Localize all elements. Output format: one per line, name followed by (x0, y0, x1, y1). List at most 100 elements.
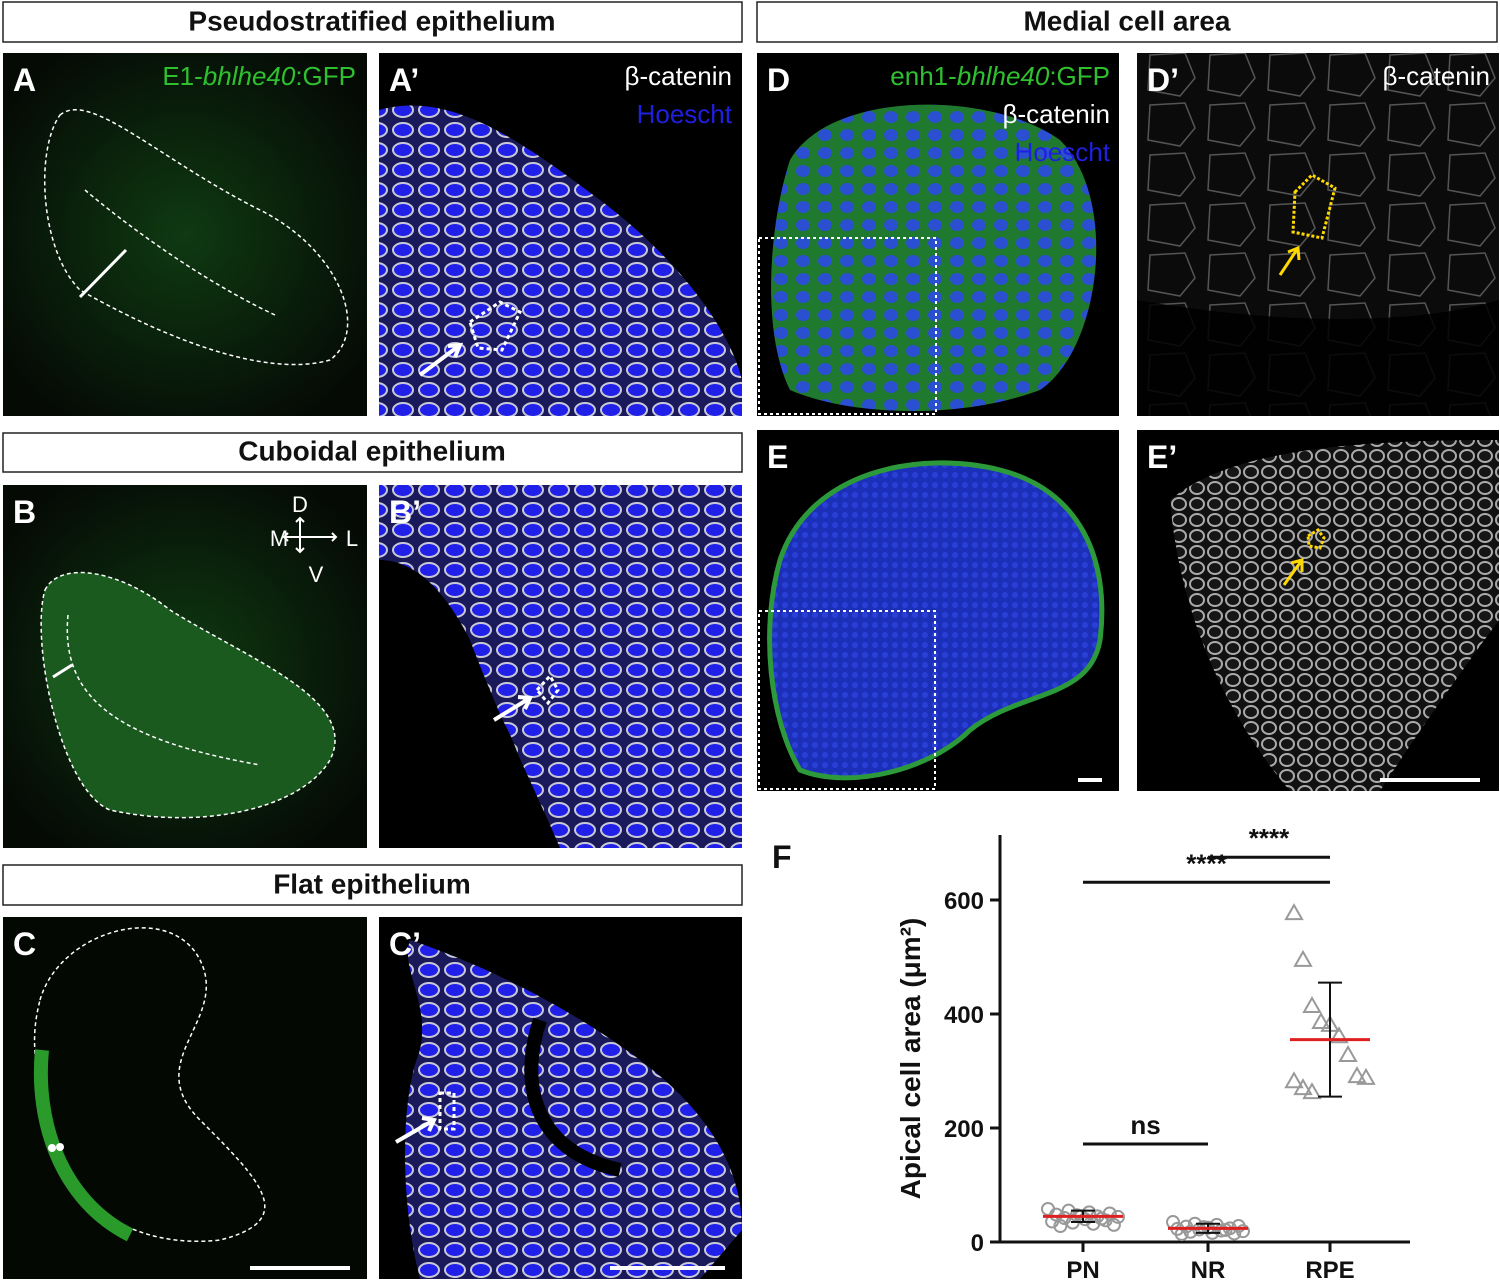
data-point (1284, 903, 1304, 921)
panel-letter: F (772, 839, 792, 875)
compass-letter: V (309, 562, 324, 587)
panel-letter: D’ (1147, 62, 1179, 98)
tissue (1170, 440, 1499, 791)
label-part: bhlhe40 (957, 61, 1050, 91)
tissue (767, 460, 1105, 781)
panel-letter: B’ (389, 494, 421, 530)
channel-label: β-catenin (1383, 61, 1490, 91)
y-tick-label: 0 (971, 1230, 984, 1257)
data-point (1183, 1224, 1198, 1239)
background (1137, 300, 1499, 416)
panel-letter: D (767, 62, 790, 98)
channel-label: β-catenin (625, 61, 732, 91)
compass-letter: D (292, 492, 308, 517)
panel-letter: C (13, 926, 36, 962)
channel-label: enh1-bhlhe40:GFP (890, 61, 1110, 91)
label-part: bhlhe40 (203, 61, 296, 91)
arrow (492, 695, 533, 722)
x-tick-label: PN (1066, 1257, 1099, 1279)
compass-letter: M (270, 526, 288, 551)
arrow (394, 1116, 437, 1144)
data-point (1293, 949, 1313, 967)
header-box (2, 432, 743, 473)
gfp-signal (33, 1049, 134, 1242)
header-box (2, 864, 743, 906)
data-point (1311, 1011, 1331, 1029)
label-part: β-catenin (1003, 99, 1110, 129)
label-part: enh1- (890, 61, 957, 91)
image-panel (3, 53, 367, 416)
label-part: :GFP (295, 61, 356, 91)
label-part: Hoescht (1015, 137, 1111, 167)
data-point (1293, 1078, 1313, 1096)
x-tick-label: NR (1191, 1257, 1226, 1279)
header-box (756, 1, 1498, 43)
arrow (1278, 245, 1301, 276)
channel-label: Hoescht (1015, 137, 1111, 167)
background (379, 560, 560, 848)
channel-label: E1-bhlhe40:GFP (162, 61, 356, 91)
lumen (524, 1017, 622, 1177)
outline (43, 109, 349, 366)
significance-label: **** (1186, 848, 1227, 878)
significance-label: ns (1130, 1110, 1160, 1140)
significance-label: **** (1249, 823, 1290, 853)
outline (1291, 173, 1337, 240)
data-point (1094, 1211, 1109, 1226)
y-axis-label: Apical cell area (μm²) (895, 918, 926, 1200)
label-part: E1- (162, 61, 202, 91)
panel-header: Cuboidal epithelium (238, 435, 506, 466)
label-part: β-catenin (625, 61, 732, 91)
outline (40, 571, 336, 819)
y-tick-label: 200 (944, 1116, 984, 1143)
compass-arrows (282, 516, 338, 554)
panel-header: Flat epithelium (273, 868, 471, 899)
label-part: β-catenin (1383, 61, 1490, 91)
outline (66, 614, 261, 766)
inset-box (758, 237, 937, 415)
measure-point (48, 1144, 56, 1152)
panel-letter: E’ (1147, 439, 1177, 475)
y-tick-label: 600 (944, 888, 984, 915)
data-point (1347, 1066, 1367, 1084)
channel-label: Hoescht (637, 99, 733, 129)
compass-letter: L (346, 526, 358, 551)
outline (1306, 528, 1326, 550)
panel-header: Medial cell area (1023, 5, 1230, 36)
panel-letter: C’ (389, 926, 421, 962)
tissue (405, 940, 742, 1279)
data-point (1218, 1223, 1233, 1238)
data-point (1329, 1026, 1349, 1044)
channel-label: β-catenin (1003, 99, 1110, 129)
panel-letter: A (13, 62, 36, 98)
tissue (771, 104, 1097, 412)
panel-header: Pseudostratified epithelium (188, 5, 555, 36)
panel-letter: A’ (389, 62, 419, 98)
panel-letter: E (767, 439, 788, 475)
outline (84, 189, 276, 316)
measure-point (56, 1143, 64, 1151)
data-point (1053, 1219, 1068, 1234)
data-point (1338, 1045, 1358, 1063)
image-panel (3, 917, 367, 1279)
data-point (1356, 1067, 1376, 1085)
measure-line (78, 248, 128, 299)
header-box (2, 1, 743, 43)
label-part: :GFP (1049, 61, 1110, 91)
inset-box (758, 610, 936, 790)
data-point (1302, 1082, 1322, 1100)
data-point (1302, 995, 1322, 1014)
arrow (1282, 558, 1304, 586)
label-part: Hoescht (637, 99, 733, 129)
y-tick-label: 400 (944, 1002, 984, 1029)
measure-line (52, 663, 73, 679)
arrow (418, 342, 464, 377)
data-point (1236, 1224, 1250, 1239)
data-point (1284, 1071, 1304, 1089)
data-point (1106, 1217, 1121, 1232)
outline (438, 1091, 456, 1131)
x-tick-label: RPE (1305, 1257, 1354, 1279)
tissue (379, 105, 742, 416)
panel-letter: B (13, 494, 36, 530)
